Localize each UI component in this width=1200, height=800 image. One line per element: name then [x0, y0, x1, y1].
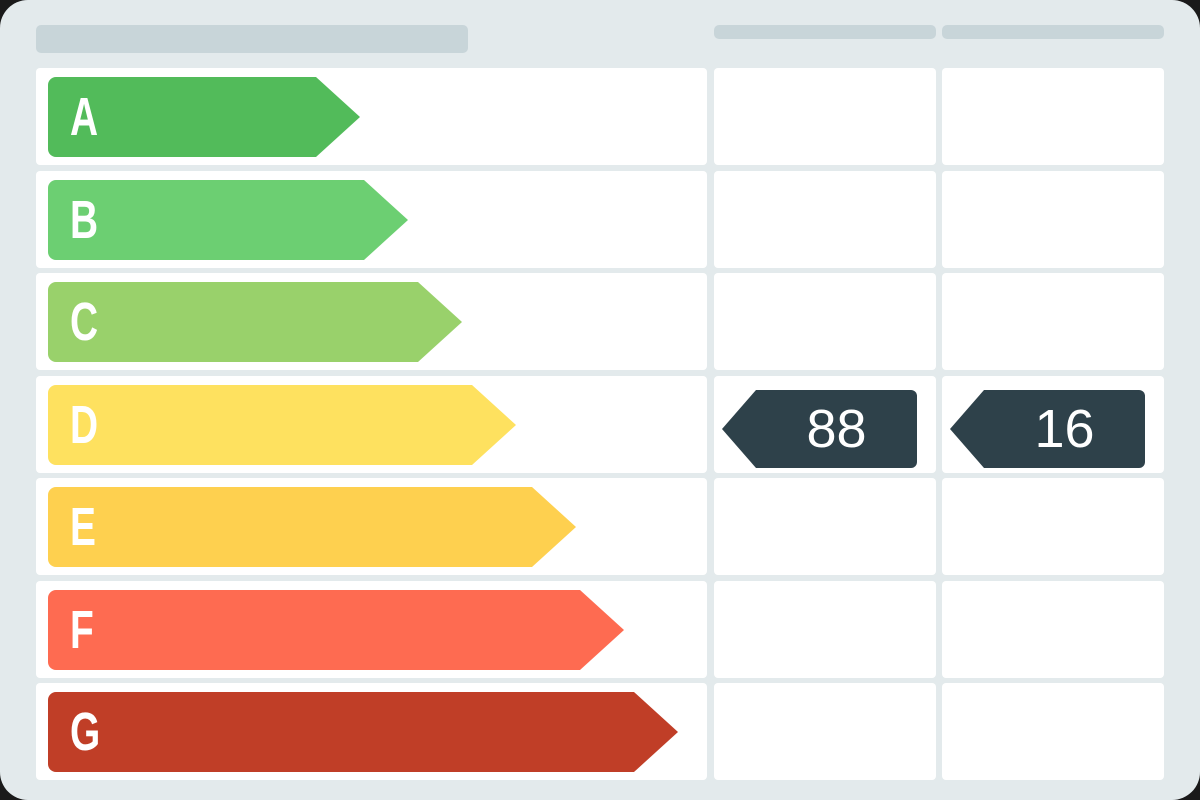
- potential-cell-a: [942, 68, 1164, 165]
- header-title-placeholder: [36, 25, 468, 53]
- rating-arrow-a: A: [48, 77, 360, 157]
- rating-cell-b: B: [36, 171, 707, 268]
- current-cell-f: [714, 581, 936, 678]
- current-rating-marker: 88: [722, 390, 917, 468]
- rating-letter: E: [70, 497, 96, 557]
- rating-cell-f: F: [36, 581, 707, 678]
- header-potential-placeholder: [942, 25, 1164, 39]
- potential-cell-e: [942, 478, 1164, 575]
- rating-letter: C: [70, 292, 99, 352]
- rating-arrow-d: D: [48, 385, 516, 465]
- rating-cell-c: C: [36, 273, 707, 370]
- rating-letter: G: [70, 702, 101, 762]
- rating-cell-a: A: [36, 68, 707, 165]
- potential-cell-d: 16: [942, 376, 1164, 473]
- current-cell-g: [714, 683, 936, 780]
- rating-cell-g: G: [36, 683, 707, 780]
- current-cell-a: [714, 68, 936, 165]
- potential-cell-f: [942, 581, 1164, 678]
- rating-letter: A: [70, 87, 99, 147]
- rating-letter: F: [70, 600, 94, 660]
- rating-cell-d: D: [36, 376, 707, 473]
- rating-arrow-b: B: [48, 180, 408, 260]
- current-cell-d: 88: [714, 376, 936, 473]
- rating-arrow-f: F: [48, 590, 624, 670]
- header-current-placeholder: [714, 25, 936, 39]
- current-cell-c: [714, 273, 936, 370]
- potential-rating-marker: 16: [950, 390, 1145, 468]
- rating-cell-e: E: [36, 478, 707, 575]
- current-cell-b: [714, 171, 936, 268]
- rating-letter: B: [70, 190, 99, 250]
- rating-letter: D: [70, 395, 99, 455]
- potential-cell-c: [942, 273, 1164, 370]
- rating-arrow-g: G: [48, 692, 678, 772]
- potential-rating-value: 16: [1034, 399, 1095, 459]
- current-rating-value: 88: [806, 399, 867, 459]
- potential-cell-b: [942, 171, 1164, 268]
- potential-cell-g: [942, 683, 1164, 780]
- current-cell-e: [714, 478, 936, 575]
- rating-arrow-c: C: [48, 282, 462, 362]
- rating-arrow-e: E: [48, 487, 576, 567]
